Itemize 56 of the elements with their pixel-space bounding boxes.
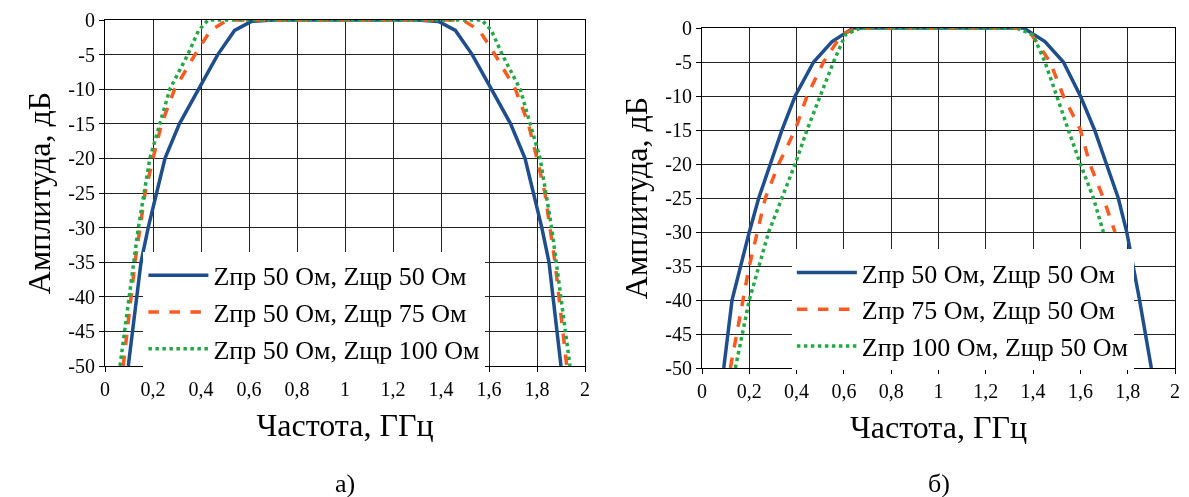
x-tick-label: 1,4 bbox=[428, 378, 454, 400]
legend-label: Zпр 50 Ом, Zщр 50 Ом bbox=[213, 262, 467, 292]
y-tick-label: -25 bbox=[68, 182, 95, 204]
y-tick-label: -15 bbox=[665, 119, 692, 141]
y-tick-label: -50 bbox=[68, 355, 95, 377]
y-tick-label: -45 bbox=[665, 323, 692, 345]
y-tick-label: -50 bbox=[665, 357, 692, 379]
legend-label: Zпр 75 Ом, Zщр 50 Ом bbox=[861, 296, 1116, 326]
x-tick-label: 1,2 bbox=[973, 380, 999, 402]
y-tick-label: -5 bbox=[675, 51, 692, 73]
text: а) bbox=[335, 469, 356, 497]
legend-label: Zпр 100 Ом, Zщр 50 Ом bbox=[861, 333, 1129, 363]
x-tick-label: 1,6 bbox=[1067, 380, 1093, 402]
x-tick-label: 0,4 bbox=[188, 378, 214, 400]
y-tick-label: -15 bbox=[68, 112, 95, 135]
x-tick-label: 1 bbox=[340, 378, 350, 400]
x-tick-label: 0 bbox=[697, 380, 707, 402]
y-tick-label: -25 bbox=[665, 187, 692, 209]
x-tick-label: 0,8 bbox=[284, 378, 310, 400]
y-tick-label: -35 bbox=[68, 251, 95, 274]
legend-label: Zпр 50 Ом, Zщр 50 Ом bbox=[861, 259, 1116, 289]
x-tick-label: 0,4 bbox=[784, 380, 810, 402]
x-tick-label: 2 bbox=[1170, 380, 1180, 402]
x-axis-title: Частота, ГГц bbox=[849, 408, 1028, 445]
y-tick-label: -40 bbox=[665, 289, 692, 311]
y-tick-label: -40 bbox=[68, 285, 95, 308]
x-tick-label: 0,2 bbox=[140, 378, 166, 400]
y-tick-label: -10 bbox=[68, 78, 95, 101]
x-tick-label: 1,8 bbox=[524, 378, 550, 400]
y-tick-label: -10 bbox=[665, 85, 692, 107]
y-tick-label: -20 bbox=[665, 153, 692, 175]
x-tick-label: 0,2 bbox=[736, 380, 762, 402]
y-tick-label: -45 bbox=[68, 320, 95, 343]
y-tick-label: -30 bbox=[665, 221, 692, 243]
x-tick-label: 1,8 bbox=[1115, 380, 1141, 402]
x-tick-label: 1,2 bbox=[380, 378, 406, 400]
x-tick-label: 0,6 bbox=[831, 380, 857, 402]
x-tick-label: 2 bbox=[580, 378, 590, 400]
x-axis-title: Частота, ГГц bbox=[256, 406, 434, 443]
y-tick-label: -5 bbox=[78, 43, 95, 66]
text: б) bbox=[928, 469, 950, 497]
y-axis-title: Амплитуда, дБ bbox=[617, 96, 654, 300]
x-tick-label: 1,6 bbox=[476, 378, 502, 400]
legend-label: Zпр 50 Ом, Zщр 75 Ом bbox=[213, 299, 467, 329]
y-tick-label: 0 bbox=[85, 9, 95, 31]
y-tick-label: -20 bbox=[68, 147, 95, 170]
x-tick-label: 1 bbox=[933, 380, 944, 402]
y-tick-label: -35 bbox=[665, 255, 692, 277]
y-tick-label: -30 bbox=[68, 216, 95, 239]
x-tick-label: 0,8 bbox=[878, 380, 904, 402]
y-tick-label: 0 bbox=[682, 17, 692, 39]
x-tick-label: 0,6 bbox=[236, 378, 262, 400]
legend-label: Zпр 50 Ом, Zщр 100 Ом bbox=[213, 335, 480, 365]
x-tick-label: 0 bbox=[100, 378, 110, 400]
x-tick-label: 1,4 bbox=[1020, 380, 1046, 402]
y-axis-title: Амплитуда, дБ bbox=[20, 91, 57, 295]
